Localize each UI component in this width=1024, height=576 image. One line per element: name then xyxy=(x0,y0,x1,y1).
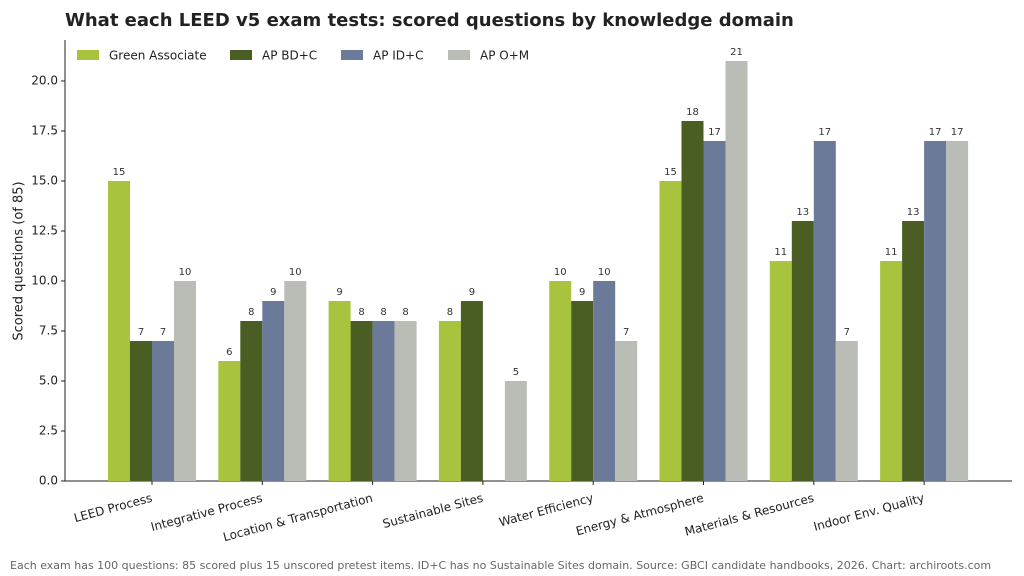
y-tick-label: 2.5 xyxy=(39,424,58,438)
y-tick-label: 0.0 xyxy=(39,474,58,488)
value-label: 13 xyxy=(796,207,809,218)
bar xyxy=(681,121,704,481)
bar xyxy=(460,301,483,481)
bar xyxy=(130,341,152,481)
bar xyxy=(924,141,947,481)
legend-swatch xyxy=(77,50,99,60)
bar xyxy=(659,181,682,481)
value-label: 7 xyxy=(138,327,144,338)
bar xyxy=(350,321,373,481)
value-label: 5 xyxy=(513,367,519,378)
bar xyxy=(262,301,285,481)
legend-label: Green Associate xyxy=(109,49,207,63)
bar xyxy=(394,321,417,481)
bar xyxy=(946,141,969,481)
value-label: 17 xyxy=(929,127,942,138)
y-tick-label: 10.0 xyxy=(31,274,58,288)
y-tick-label: 5.0 xyxy=(39,374,58,388)
bar xyxy=(174,281,196,481)
legend-label: AP BD+C xyxy=(262,49,317,63)
bar xyxy=(504,381,527,481)
bar xyxy=(328,301,351,481)
bar xyxy=(813,141,836,481)
bar xyxy=(284,281,307,481)
bar xyxy=(571,301,594,481)
bar xyxy=(438,321,461,481)
value-label: 10 xyxy=(554,267,567,278)
x-tick-label: LEED Process xyxy=(72,491,153,525)
chart-title: What each LEED v5 exam tests: scored que… xyxy=(65,10,794,31)
bar xyxy=(108,181,130,481)
bar xyxy=(549,281,572,481)
bar xyxy=(615,341,638,481)
value-label: 6 xyxy=(226,347,232,358)
value-label: 10 xyxy=(598,267,611,278)
bar xyxy=(372,321,395,481)
value-label: 17 xyxy=(951,127,964,138)
bar xyxy=(593,281,616,481)
bar xyxy=(703,141,726,481)
bar xyxy=(902,221,925,481)
y-tick-label: 12.5 xyxy=(31,224,58,238)
value-label: 8 xyxy=(248,307,254,318)
y-tick-label: 15.0 xyxy=(31,174,58,188)
value-label: 8 xyxy=(358,307,364,318)
bar xyxy=(835,341,858,481)
bar xyxy=(218,361,241,481)
value-label: 15 xyxy=(664,167,677,178)
value-label: 8 xyxy=(380,307,386,318)
legend-swatch xyxy=(341,50,363,60)
legend-swatch xyxy=(230,50,252,60)
x-tick-label: Sustainable Sites xyxy=(381,491,484,531)
y-tick-label: 17.5 xyxy=(31,124,58,138)
bar xyxy=(791,221,814,481)
footnote: Each exam has 100 questions: 85 scored p… xyxy=(10,559,991,572)
value-label: 7 xyxy=(844,327,850,338)
value-label: 10 xyxy=(289,267,302,278)
bar xyxy=(152,341,174,481)
legend-label: AP ID+C xyxy=(373,49,423,63)
value-label: 9 xyxy=(270,287,276,298)
legend-swatch xyxy=(448,50,470,60)
value-label: 18 xyxy=(686,107,699,118)
legend-label: AP O+M xyxy=(480,49,529,63)
value-label: 13 xyxy=(907,207,920,218)
value-label: 11 xyxy=(774,247,787,258)
value-label: 21 xyxy=(730,47,743,58)
value-label: 17 xyxy=(708,127,721,138)
value-label: 8 xyxy=(402,307,408,318)
value-label: 9 xyxy=(469,287,475,298)
value-label: 15 xyxy=(113,167,126,178)
value-label: 9 xyxy=(579,287,585,298)
x-tick-label: Indoor Env. Quality xyxy=(812,491,926,534)
bar xyxy=(769,261,792,481)
bar xyxy=(240,321,263,481)
bar xyxy=(725,61,748,481)
y-tick-label: 20.0 xyxy=(31,74,58,88)
value-label: 8 xyxy=(447,307,453,318)
value-label: 10 xyxy=(179,267,192,278)
y-tick-label: 7.5 xyxy=(39,324,58,338)
value-label: 7 xyxy=(623,327,629,338)
y-axis-label: Scored questions (of 85) xyxy=(12,181,27,340)
value-label: 9 xyxy=(336,287,342,298)
value-label: 17 xyxy=(818,127,831,138)
value-label: 7 xyxy=(160,327,166,338)
value-label: 11 xyxy=(885,247,898,258)
bar xyxy=(880,261,903,481)
